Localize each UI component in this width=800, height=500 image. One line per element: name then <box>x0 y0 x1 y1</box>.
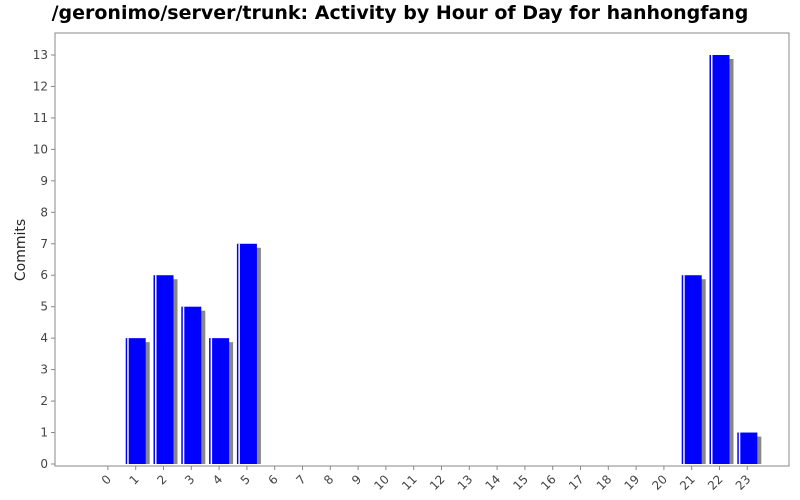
x-tick-label: 20 <box>649 472 670 493</box>
x-tick-label: 17 <box>566 472 587 493</box>
x-tick-label: 16 <box>538 472 559 493</box>
x-tick-label: 14 <box>483 472 504 493</box>
bar-highlight <box>683 275 685 464</box>
x-tick-label: 1 <box>127 472 142 487</box>
y-tick-label: 9 <box>40 174 48 188</box>
bar-highlight <box>182 306 185 464</box>
y-tick-label: 5 <box>40 300 48 314</box>
bar <box>125 338 146 464</box>
x-tick-label: 21 <box>677 472 698 493</box>
x-tick-label: 11 <box>399 472 420 493</box>
bar-highlight <box>155 275 157 464</box>
bar-highlight <box>210 338 213 464</box>
chart-title: /geronimo/server/trunk: Activity by Hour… <box>51 2 749 24</box>
x-tick-label: 7 <box>293 472 308 487</box>
y-tick-label: 7 <box>40 237 48 251</box>
y-tick-label: 6 <box>40 268 48 282</box>
x-axis: 0 1 2 3 4 5 6 7 8 9 10 11 12 13 14 15 16 17 18 19 20 21 22 23 <box>99 466 754 493</box>
x-tick-label: 4 <box>210 472 225 487</box>
y-tick-label: 13 <box>33 48 48 62</box>
plot-frame <box>54 32 790 467</box>
x-tick-label: 10 <box>371 472 392 493</box>
x-tick-label: 5 <box>238 472 253 487</box>
bar <box>709 55 730 464</box>
y-axis-title: Commits <box>13 219 29 281</box>
x-tick-label: 19 <box>622 472 643 493</box>
bar <box>236 243 257 464</box>
bar-highlight <box>127 338 129 464</box>
x-tick-label: 8 <box>321 472 336 487</box>
x-tick-label: 22 <box>705 472 726 493</box>
bar <box>153 275 174 464</box>
x-tick-label: 0 <box>99 472 114 487</box>
y-tick-label: 0 <box>40 457 48 471</box>
bar <box>181 306 202 464</box>
y-tick-label: 12 <box>33 79 48 93</box>
x-tick-label: 9 <box>349 472 364 487</box>
bar-highlight <box>238 243 240 464</box>
y-tick-label: 10 <box>33 142 48 156</box>
x-tick-label: 2 <box>154 472 169 487</box>
x-tick-label: 15 <box>510 472 531 493</box>
x-tick-label: 18 <box>594 472 615 493</box>
x-tick-label: 23 <box>733 472 754 493</box>
bar <box>737 432 758 464</box>
y-tick-label: 1 <box>40 426 48 440</box>
x-tick-label: 12 <box>427 472 448 493</box>
bar-highlight <box>738 432 741 464</box>
y-tick-label: 3 <box>40 363 48 377</box>
y-tick-label: 4 <box>40 331 48 345</box>
y-tick-label: 11 <box>33 111 48 125</box>
y-tick-label: 2 <box>40 394 48 408</box>
bar <box>209 338 230 464</box>
x-tick-label: 6 <box>266 472 281 487</box>
x-tick-label: 13 <box>455 472 476 493</box>
bar <box>681 275 702 464</box>
bars <box>125 55 762 464</box>
x-tick-label: 3 <box>182 472 197 487</box>
y-tick-label: 8 <box>40 205 48 219</box>
bar-highlight <box>711 55 713 464</box>
